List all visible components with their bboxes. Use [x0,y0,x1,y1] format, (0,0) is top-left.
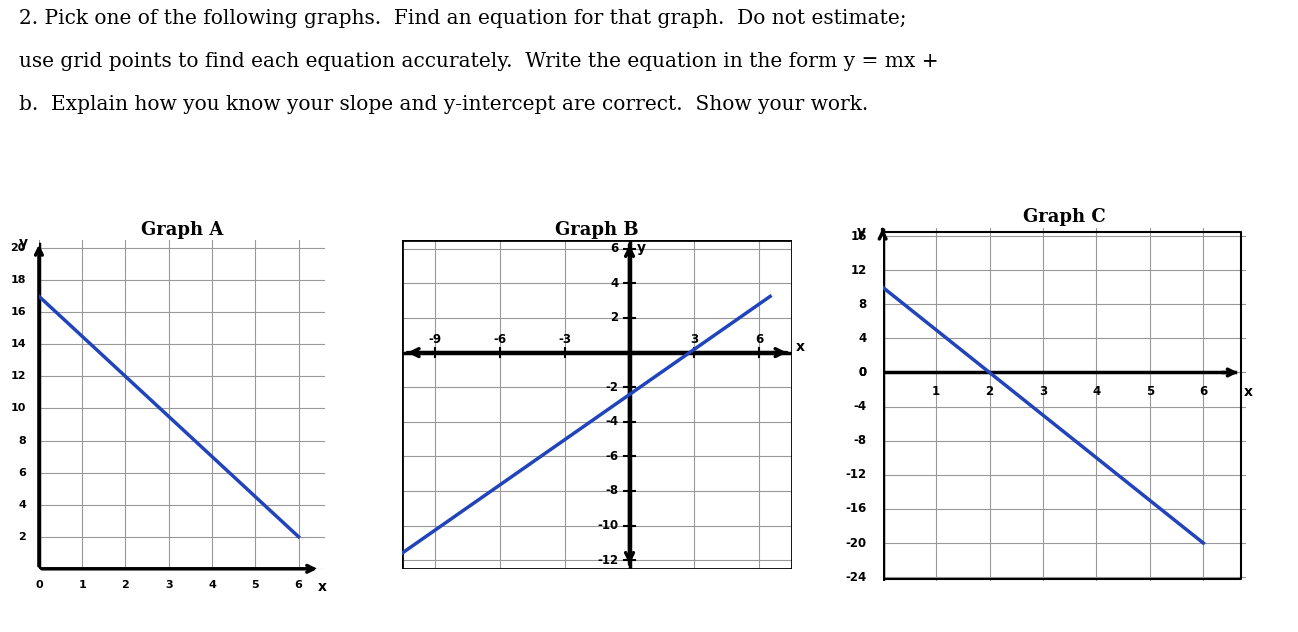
Text: 4: 4 [18,500,26,509]
Text: 4: 4 [1093,386,1101,398]
Text: 16: 16 [10,307,26,317]
Text: 8: 8 [858,298,867,311]
Title: Graph C: Graph C [1023,208,1106,226]
Text: 4: 4 [208,580,215,590]
Text: 20: 20 [10,243,26,253]
Text: -3: -3 [558,332,571,346]
Text: -20: -20 [845,537,867,550]
Text: 12: 12 [850,264,867,277]
Text: 3: 3 [691,332,698,346]
Text: 14: 14 [10,339,26,349]
Text: 2: 2 [122,580,130,590]
Text: -8: -8 [854,434,867,447]
Text: -12: -12 [845,468,867,482]
Text: -2: -2 [606,380,619,394]
Text: 6: 6 [1199,386,1207,398]
Text: -24: -24 [845,571,867,584]
Text: b.  Explain how you know your slope and y-intercept are correct.  Show your work: b. Explain how you know your slope and y… [19,95,868,114]
Text: x: x [318,580,327,594]
Text: 1: 1 [78,580,86,590]
Text: -4: -4 [854,400,867,413]
Text: 0: 0 [858,366,867,379]
Text: -12: -12 [597,554,619,567]
Text: 8: 8 [18,435,26,446]
Text: -6: -6 [606,450,619,463]
Text: 5: 5 [252,580,260,590]
Text: 5: 5 [1146,386,1154,398]
Text: 6: 6 [755,332,763,346]
Text: 2: 2 [985,386,993,398]
Title: Graph A: Graph A [140,221,223,239]
Text: -16: -16 [845,502,867,516]
Text: -9: -9 [428,332,441,346]
Text: -4: -4 [606,415,619,428]
Text: 12: 12 [10,372,26,382]
Text: 2: 2 [610,312,619,324]
Text: x: x [1245,386,1254,399]
Text: -8: -8 [606,485,619,497]
Title: Graph B: Graph B [556,221,639,239]
Text: 1: 1 [932,386,940,398]
Text: 6: 6 [610,242,619,255]
Text: 3: 3 [165,580,173,590]
Text: 3: 3 [1038,386,1047,398]
Text: 4: 4 [858,332,867,345]
Text: use grid points to find each equation accurately.  Write the equation in the for: use grid points to find each equation ac… [19,52,938,71]
Text: 6: 6 [18,468,26,478]
Text: y: y [19,236,29,250]
Text: x: x [796,341,805,355]
Text: 2: 2 [18,532,26,542]
Text: 0: 0 [858,366,867,379]
Text: 18: 18 [10,276,26,285]
Text: y: y [637,241,646,255]
Text: -10: -10 [597,519,619,532]
Text: 2. Pick one of the following graphs.  Find an equation for that graph.  Do not e: 2. Pick one of the following graphs. Fin… [19,9,907,28]
Text: 10: 10 [10,403,26,413]
Text: 6: 6 [295,580,302,590]
Text: -6: -6 [493,332,506,346]
Text: 16: 16 [850,229,867,243]
Text: 4: 4 [610,277,619,290]
Text: 0: 0 [35,580,43,590]
Text: y: y [857,225,866,239]
